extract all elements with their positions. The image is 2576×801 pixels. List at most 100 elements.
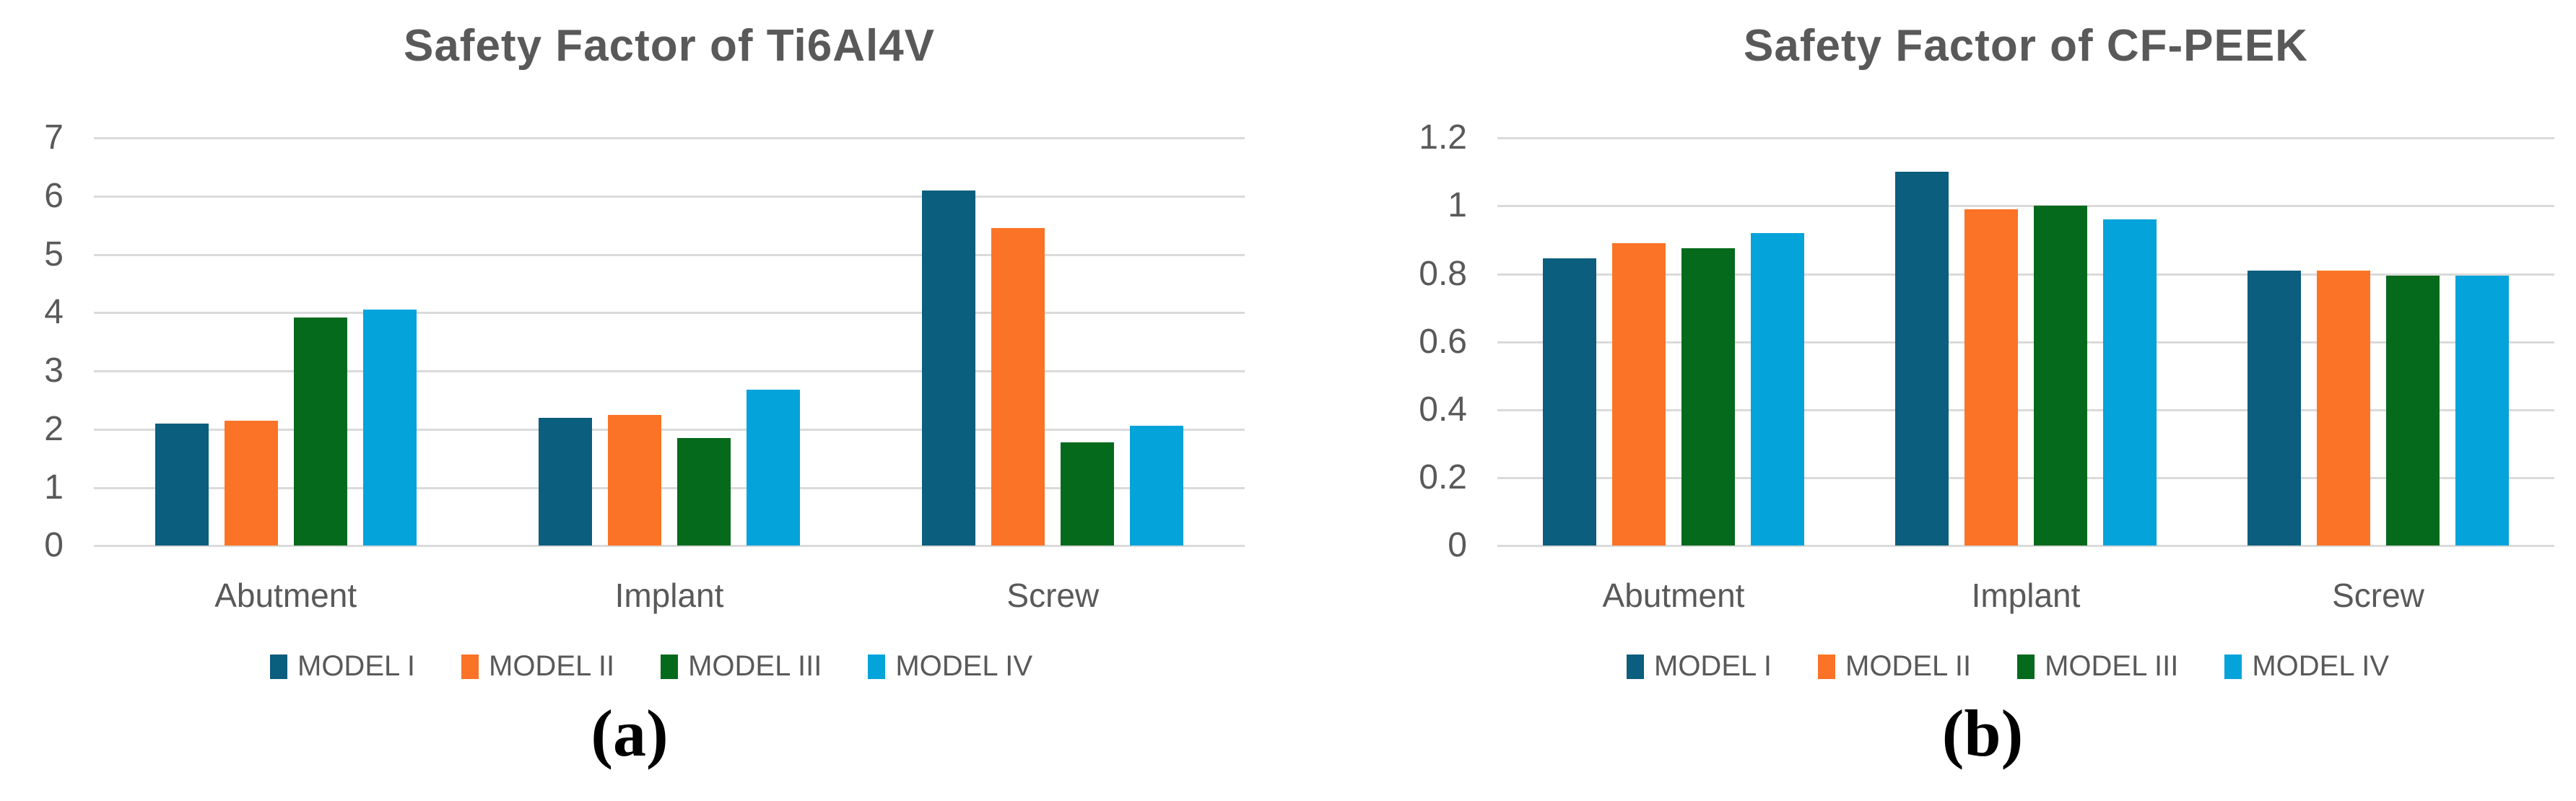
y-tick-label: 1 [1448,186,1467,225]
legend-label-model-iv: MODEL IV [2252,650,2389,683]
legend-swatch-model-iv [868,654,886,679]
panel-caption: (b) [1941,696,2024,771]
legend-item-model-iv: MODEL IV [2224,650,2389,683]
gridline [94,545,1245,548]
bar-model-ii-abutment [1612,243,1666,546]
legend-swatch-model-iii [2017,654,2035,679]
category-label-screw: Screw [2332,577,2424,615]
legend-swatch-model-i [1627,654,1644,679]
gridline [94,312,1245,315]
y-tick-label: 1 [44,468,64,507]
gridline [1497,137,2554,140]
gridline [1497,273,2554,276]
bar-model-i-abutment [155,423,209,546]
legend-item-model-i: MODEL I [270,650,415,683]
bar-model-iv-abutment [1751,233,1804,546]
bar-group-implant [477,138,861,546]
legend-item-model-iii: MODEL III [661,650,822,683]
legend-label-model-ii: MODEL II [1845,650,1972,683]
legend-swatch-model-ii [1818,654,1835,679]
y-tick-label: 5 [44,235,64,273]
bar-model-i-screw [2248,270,2301,546]
y-tick-label: 2 [44,409,64,448]
chart-title: Safety Factor of Ti6Al4V [403,21,936,71]
legend-swatch-model-i [270,654,287,679]
gridline [1497,408,2554,411]
y-tick-label: 1.2 [1419,118,1467,157]
bar-model-iv-implant [2103,219,2157,546]
bar-model-iii-implant [2034,206,2087,546]
bar-model-iii-abutment [1681,248,1735,546]
gridline [94,370,1245,373]
legend-item-model-ii: MODEL II [1818,650,1971,683]
chart-panel-b: Safety Factor of CF-PEEK 0 0.2 0.4 0.6 0.8 1 1… [1288,0,2576,801]
bar-model-i-abutment [1543,258,1596,546]
y-tick-label: 3 [44,351,64,390]
chart-body: 0 0.2 0.4 0.6 0.8 1 1.2 [1411,121,2554,563]
y-tick-label: 0 [1448,526,1467,565]
bar-group-screw [861,138,1245,546]
bar-model-ii-abutment [224,420,278,546]
legend-item-model-iv: MODEL IV [868,650,1032,683]
gridline [1497,341,2554,343]
bar-model-iii-abutment [293,317,347,546]
bar-group-abutment [94,138,477,546]
bar-model-ii-implant [1964,209,2018,546]
legend-label-model-iii: MODEL III [688,650,822,683]
bar-group-screw [2202,138,2554,546]
legend-label-model-iv: MODEL IV [895,650,1032,683]
gridline [1497,205,2554,208]
bar-model-iv-implant [746,389,800,546]
gridline [94,428,1245,431]
category-label-implant: Implant [1971,577,2081,615]
bar-group-implant [1850,138,2202,546]
y-tick-label: 0.6 [1419,322,1467,361]
chart-title: Safety Factor of CF-PEEK [1744,21,2308,71]
gridline [94,253,1245,256]
legend-label-model-i: MODEL I [297,650,415,683]
bar-group-abutment [1497,138,1850,546]
bar-model-i-implant [538,417,592,546]
x-axis-labels: Abutment Implant Screw [14,576,1245,616]
bar-model-i-screw [922,190,976,546]
x-axis-labels: Abutment Implant Screw [1411,576,2554,616]
panel-caption: (a) [591,696,669,771]
category-label-abutment: Abutment [214,577,357,615]
bar-model-iii-screw [1061,442,1115,546]
y-tick-label: 0.4 [1419,390,1467,429]
chart-panel-a: Safety Factor of Ti6Al4V 0 1 2 3 4 5 6 7 Abutme… [14,21,1245,771]
y-axis: 0 0.2 0.4 0.6 0.8 1 1.2 [1411,121,1497,563]
bar-model-i-implant [1895,172,1949,546]
gridline [94,486,1245,489]
legend-label-model-i: MODEL I [1654,650,1772,683]
y-tick-label: 0.8 [1419,254,1467,293]
gridline [94,137,1245,140]
plot-area [94,137,1245,548]
legend-swatch-model-ii [461,654,479,679]
legend-swatch-model-iii [661,654,679,679]
bar-model-iii-screw [2386,275,2440,546]
category-label-screw: Screw [1006,577,1100,615]
y-tick-label: 0 [44,526,64,565]
legend-label-model-iii: MODEL III [2045,650,2179,683]
legend-item-model-i: MODEL I [1627,650,1772,683]
bar-model-iv-abutment [362,310,417,546]
y-tick-label: 0.2 [1419,458,1467,497]
legend-label-model-ii: MODEL II [489,650,615,683]
category-label-implant: Implant [614,577,724,615]
y-tick-label: 4 [44,293,64,332]
gridline [94,196,1245,198]
y-tick-label: 7 [44,118,64,157]
bar-model-ii-screw [991,228,1045,546]
bar-model-iii-implant [676,437,731,546]
plot-area [1497,137,2554,548]
legend: MODEL I MODEL II MODEL III MODEL IV [1411,650,2554,683]
legend-item-model-ii: MODEL II [461,650,614,683]
bar-model-iv-screw [1130,426,1184,546]
legend-item-model-iii: MODEL III [2017,650,2178,683]
y-tick-label: 6 [44,177,64,215]
bar-groups [1497,138,2554,546]
bar-groups [94,138,1245,546]
bar-model-ii-screw [2317,270,2370,546]
